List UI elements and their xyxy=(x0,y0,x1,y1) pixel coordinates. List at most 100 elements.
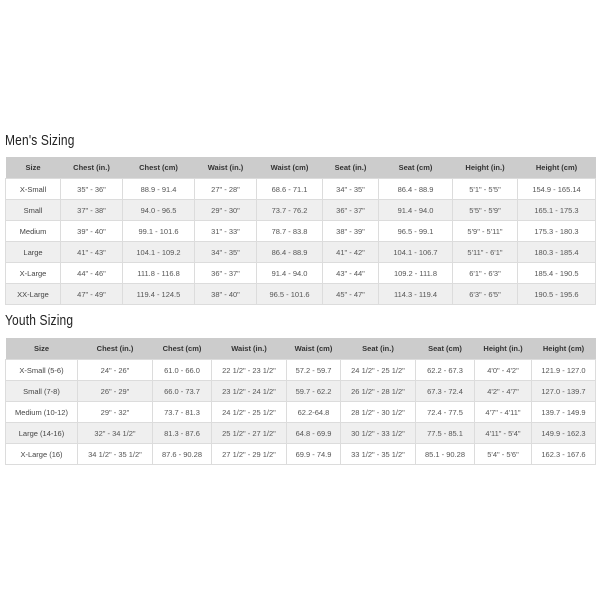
table-cell: X-Large (16) xyxy=(5,443,78,465)
table-cell: 154.9 - 165.14 xyxy=(517,178,596,200)
table-cell: 27" - 28" xyxy=(194,178,257,200)
column-header: Height (cm) xyxy=(531,338,596,360)
column-header: Height (in.) xyxy=(474,338,532,360)
table-cell: 85.1 - 90.28 xyxy=(415,443,475,465)
table-cell: 26" - 29" xyxy=(77,380,153,402)
table-cell: 26 1/2" - 28 1/2" xyxy=(340,380,416,402)
column-header: Waist (in.) xyxy=(194,157,257,179)
table-cell: 64.8 - 69.9 xyxy=(286,422,341,444)
table-cell: 165.1 - 175.3 xyxy=(517,199,596,221)
table-cell: 34" - 35" xyxy=(322,178,379,200)
column-header: Waist (in.) xyxy=(211,338,287,360)
table-cell: 5'9" - 5'11" xyxy=(452,220,518,242)
table-cell: 29" - 32" xyxy=(77,401,153,423)
table-cell: Large (14-16) xyxy=(5,422,78,444)
table-cell: 41" - 42" xyxy=(322,241,379,263)
table-cell: 38" - 39" xyxy=(322,220,379,242)
table-cell: 104.1 - 106.7 xyxy=(378,241,453,263)
table-cell: 77.5 - 85.1 xyxy=(415,422,475,444)
table-cell: 28 1/2" - 30 1/2" xyxy=(340,401,416,423)
table-cell: 47" - 49" xyxy=(60,283,123,305)
table-cell: X-Small xyxy=(5,178,61,200)
table-header-row: Size Chest (in.) Chest (cm) Waist (in.) Wais… xyxy=(5,157,596,179)
table-cell: Small xyxy=(5,199,61,221)
table-cell: 96.5 - 101.6 xyxy=(256,283,323,305)
table-cell: 111.8 - 116.8 xyxy=(122,262,195,284)
youth-sizing-table: Size Chest (in.) Chest (cm) Waist (in.) Wais… xyxy=(5,338,596,465)
table-cell: 104.1 - 109.2 xyxy=(122,241,195,263)
table-row: Small 37" - 38" 94.0 - 96.5 29" - 30" 73.7 -… xyxy=(5,199,596,221)
table-cell: 23 1/2" - 24 1/2" xyxy=(211,380,287,402)
table-cell: Large xyxy=(5,241,61,263)
table-cell: 73.7 - 76.2 xyxy=(256,199,323,221)
column-header: Seat (in.) xyxy=(322,157,379,179)
table-cell: 34" - 35" xyxy=(194,241,257,263)
column-header: Size xyxy=(5,157,61,179)
table-cell: 45" - 47" xyxy=(322,283,379,305)
table-cell: 34 1/2" - 35 1/2" xyxy=(77,443,153,465)
table-cell: 91.4 - 94.0 xyxy=(256,262,323,284)
table-cell: 109.2 - 111.8 xyxy=(378,262,453,284)
table-row: X-Small (5-6) 24" - 26" 61.0 - 66.0 22 1/2"… xyxy=(5,359,596,381)
table-cell: 86.4 - 88.9 xyxy=(256,241,323,263)
table-cell: 35" - 36" xyxy=(60,178,123,200)
table-row: Large 41" - 43" 104.1 - 109.2 34" - 35" 86.4… xyxy=(5,241,596,263)
youth-sizing-title: Youth Sizing xyxy=(5,312,74,329)
column-header: Height (in.) xyxy=(452,157,518,179)
table-cell: 180.3 - 185.4 xyxy=(517,241,596,263)
column-header: Seat (cm) xyxy=(415,338,475,360)
table-cell: Medium xyxy=(5,220,61,242)
table-cell: 127.0 - 139.7 xyxy=(531,380,596,402)
table-cell: 5'1" - 5'5" xyxy=(452,178,518,200)
table-cell: 68.6 - 71.1 xyxy=(256,178,323,200)
table-cell: 22 1/2" - 23 1/2" xyxy=(211,359,287,381)
table-cell: 81.3 - 87.6 xyxy=(152,422,212,444)
table-cell: 59.7 - 62.2 xyxy=(286,380,341,402)
table-cell: 5'11" - 6'1" xyxy=(452,241,518,263)
table-cell: 38" - 40" xyxy=(194,283,257,305)
table-cell: 185.4 - 190.5 xyxy=(517,262,596,284)
table-cell: 175.3 - 180.3 xyxy=(517,220,596,242)
table-cell: 5'4" - 5'6" xyxy=(474,443,532,465)
table-cell: 61.0 - 66.0 xyxy=(152,359,212,381)
table-cell: 88.9 - 91.4 xyxy=(122,178,195,200)
mens-sizing-table: Size Chest (in.) Chest (cm) Waist (in.) Wais… xyxy=(5,157,596,305)
table-cell: 41" - 43" xyxy=(60,241,123,263)
table-cell: Small (7-8) xyxy=(5,380,78,402)
table-cell: 30 1/2" - 33 1/2" xyxy=(340,422,416,444)
column-header: Waist (cm) xyxy=(286,338,341,360)
table-cell: 6'3" - 6'5" xyxy=(452,283,518,305)
table-cell: 139.7 - 149.9 xyxy=(531,401,596,423)
table-row: XX-Large 47" - 49" 119.4 - 124.5 38" - 40" 9… xyxy=(5,283,596,305)
table-header-row: Size Chest (in.) Chest (cm) Waist (in.) Wais… xyxy=(5,338,596,360)
table-cell: 44" - 46" xyxy=(60,262,123,284)
column-header: Seat (in.) xyxy=(340,338,416,360)
table-cell: 4'2" - 4'7" xyxy=(474,380,532,402)
table-cell: 25 1/2" - 27 1/2" xyxy=(211,422,287,444)
table-cell: 57.2 - 59.7 xyxy=(286,359,341,381)
table-cell: 114.3 - 119.4 xyxy=(378,283,453,305)
table-row: X-Small 35" - 36" 88.9 - 91.4 27" - 28" 68.6… xyxy=(5,178,596,200)
table-row: Medium (10-12) 29" - 32" 73.7 - 81.3 24 1/2… xyxy=(5,401,596,423)
column-header: Chest (cm) xyxy=(122,157,195,179)
table-cell: 24 1/2" - 25 1/2" xyxy=(340,359,416,381)
table-row: X-Large (16) 34 1/2" - 35 1/2" 87.6 - 90.2… xyxy=(5,443,596,465)
table-cell: 190.5 - 195.6 xyxy=(517,283,596,305)
table-cell: 29" - 30" xyxy=(194,199,257,221)
column-header: Size xyxy=(5,338,78,360)
table-cell: 31" - 33" xyxy=(194,220,257,242)
table-cell: 67.3 - 72.4 xyxy=(415,380,475,402)
table-cell: X-Large xyxy=(5,262,61,284)
column-header: Waist (cm) xyxy=(256,157,323,179)
table-row: X-Large 44" - 46" 111.8 - 116.8 36" - 37" 91… xyxy=(5,262,596,284)
table-cell: 24 1/2" - 25 1/2" xyxy=(211,401,287,423)
column-header: Chest (cm) xyxy=(152,338,212,360)
table-cell: 33 1/2" - 35 1/2" xyxy=(340,443,416,465)
table-cell: 5'5" - 5'9" xyxy=(452,199,518,221)
table-cell: 62.2-64.8 xyxy=(286,401,341,423)
column-header: Chest (in.) xyxy=(60,157,123,179)
table-cell: 99.1 - 101.6 xyxy=(122,220,195,242)
table-cell: 96.5 - 99.1 xyxy=(378,220,453,242)
table-cell: 73.7 - 81.3 xyxy=(152,401,212,423)
table-cell: 149.9 - 162.3 xyxy=(531,422,596,444)
